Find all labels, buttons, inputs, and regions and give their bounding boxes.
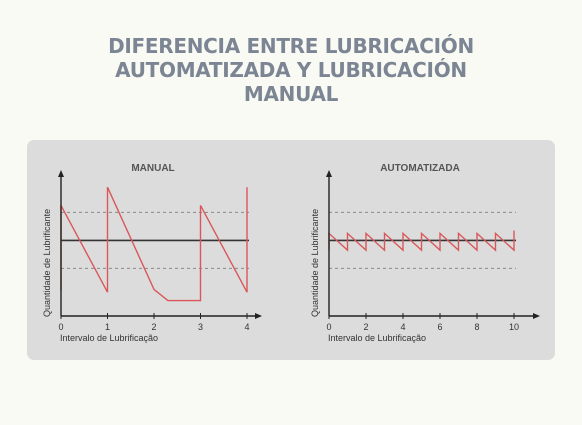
x-tick-label: 4 [400,322,405,332]
x-axis-label: Intervalo de Lubrificação [60,333,158,343]
x-tick-label: 0 [326,322,331,332]
y-axis-label: Quantidade de Lubrificante [42,209,52,317]
y-axis-arrow [58,170,64,177]
charts-panel [27,140,555,360]
x-tick-label: 4 [244,322,249,332]
x-axis-arrow [255,313,262,319]
x-tick-label: 8 [474,322,479,332]
x-tick-label: 0 [58,322,63,332]
x-tick-label: 6 [437,322,442,332]
x-tick-label: 3 [198,322,203,332]
x-tick-label: 2 [363,322,368,332]
series-line-1 [328,230,515,252]
x-tick-label: 10 [509,322,519,332]
page-title: DIFERENCIA ENTRE LUBRICACIÓN AUTOMATIZAD… [0,34,582,106]
series-line-1 [60,186,248,302]
title-line-1: DIFERENCIA ENTRE LUBRICACIÓN [108,34,474,58]
x-axis-label: Intervalo de Lubrificação [328,333,426,343]
title-line-2: AUTOMATIZADA Y LUBRICACIÓN [115,58,467,82]
chart-title: AUTOMATIZADA [380,163,460,174]
x-axis-arrow [533,313,540,319]
chart-1: MANUAL 0 1 2 3 4 Intervalo de Lubrificação Quan… [42,163,262,343]
x-tick-label: 1 [105,322,110,332]
chart-title: MANUAL [131,163,174,174]
chart-2: AUTOMATIZADA 0 2 4 6 8 10 Intervalo de Lubrific… [310,163,540,343]
title-line-3: MANUAL [243,82,339,106]
y-axis-label: Quantidade de Lubrificante [310,209,320,317]
x-tick-label: 2 [151,322,156,332]
y-axis-arrow [326,170,332,177]
